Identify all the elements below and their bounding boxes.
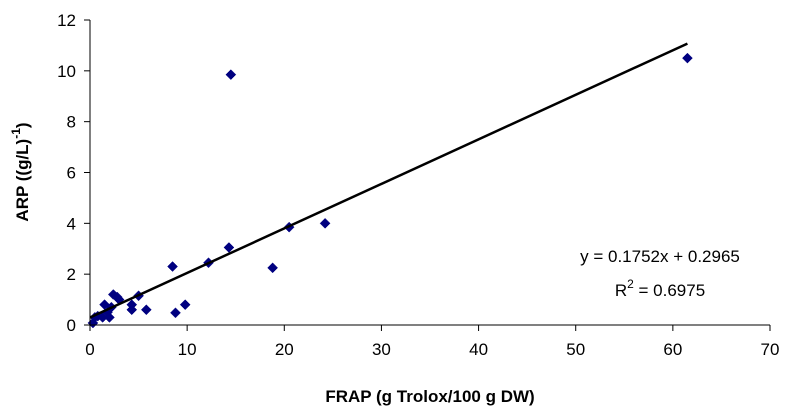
trendline-equation: y = 0.1752x + 0.2965 bbox=[580, 247, 740, 266]
y-tick-label: 2 bbox=[67, 265, 76, 284]
data-point bbox=[167, 261, 178, 272]
x-tick-label: 10 bbox=[178, 340, 197, 359]
trendline bbox=[89, 42, 688, 319]
data-point bbox=[319, 217, 331, 229]
data-point bbox=[170, 307, 181, 319]
y-tick-label: 12 bbox=[57, 11, 76, 30]
y-axis-title: ARP ((g/L)-1) bbox=[9, 122, 32, 221]
y-tick-label: 6 bbox=[67, 164, 76, 183]
data-point bbox=[225, 69, 237, 80]
x-tick-label: 70 bbox=[761, 340, 780, 359]
x-tick-label: 50 bbox=[566, 340, 585, 359]
y-tick-label: 10 bbox=[57, 62, 76, 81]
data-point bbox=[179, 299, 191, 311]
data-point bbox=[104, 312, 115, 323]
y-tick-label: 0 bbox=[67, 316, 76, 335]
data-points bbox=[87, 52, 693, 329]
x-tick-label: 20 bbox=[275, 340, 294, 359]
data-point bbox=[140, 304, 152, 316]
r-squared-label: R2 = 0.6975 bbox=[615, 277, 705, 300]
x-tick-label: 30 bbox=[372, 340, 391, 359]
x-tick-label: 60 bbox=[663, 340, 682, 359]
data-point bbox=[267, 262, 278, 274]
data-point bbox=[126, 299, 138, 311]
axes: 0 10 20 30 40 50 60 70 0 2 4 6 8 10 12 bbox=[57, 11, 779, 359]
y-tick-label: 4 bbox=[67, 214, 76, 233]
x-axis-title: FRAP (g Trolox/100 g DW) bbox=[325, 387, 534, 406]
data-point bbox=[682, 52, 693, 64]
x-tick-label: 0 bbox=[85, 340, 94, 359]
y-tick-label: 8 bbox=[67, 113, 76, 132]
x-tick-label: 40 bbox=[469, 340, 488, 359]
